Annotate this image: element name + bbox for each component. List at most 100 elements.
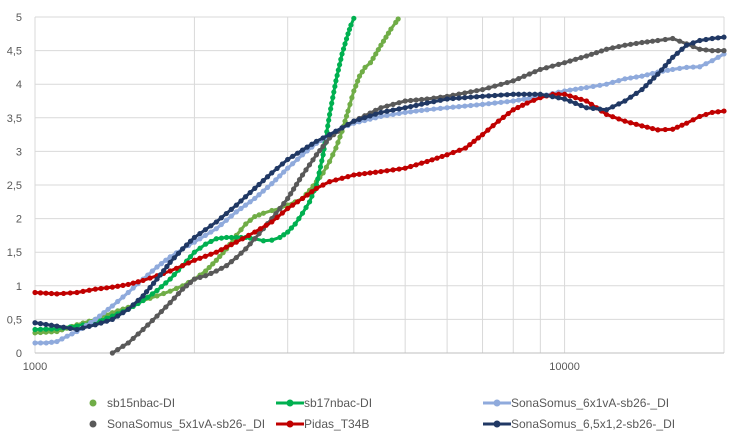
data-point <box>154 276 160 282</box>
data-point <box>163 280 169 286</box>
data-point <box>43 326 49 332</box>
data-point <box>345 121 351 128</box>
data-point <box>351 88 357 94</box>
data-point <box>655 37 661 44</box>
data-point <box>238 227 244 233</box>
data-point <box>456 104 462 110</box>
data-point <box>60 290 67 297</box>
data-point <box>372 115 379 121</box>
data-point <box>385 30 392 36</box>
data-point <box>247 217 253 223</box>
data-point <box>109 316 115 322</box>
data-point <box>154 264 160 270</box>
data-point <box>649 125 656 132</box>
data-point <box>104 285 110 291</box>
data-point <box>549 94 556 100</box>
data-point <box>279 161 285 167</box>
data-point <box>434 155 440 161</box>
data-point <box>218 221 224 228</box>
data-point <box>109 284 115 290</box>
data-point <box>462 103 468 109</box>
data-point <box>479 132 486 138</box>
data-point <box>285 205 291 212</box>
data-point <box>54 338 60 345</box>
data-point <box>185 260 192 266</box>
legend: sb15nbac-DI sb17nbac-DI SonaSomus_6x1vA-sb… <box>89 396 675 431</box>
data-point <box>486 85 492 91</box>
data-point <box>213 257 219 263</box>
data-point <box>32 320 38 326</box>
data-point <box>628 75 634 81</box>
data-point <box>370 55 376 61</box>
data-point <box>320 170 326 176</box>
data-point <box>419 96 425 103</box>
data-point <box>158 284 165 290</box>
data-point <box>327 179 333 185</box>
data-point <box>48 322 55 328</box>
data-point <box>125 289 131 296</box>
data-point <box>439 153 445 160</box>
data-point <box>593 50 600 56</box>
data-point <box>279 210 285 216</box>
data-point <box>479 86 486 93</box>
data-point <box>703 111 709 118</box>
data-point <box>260 178 266 184</box>
data-point <box>567 93 573 99</box>
data-point <box>492 92 498 99</box>
data-point <box>679 46 685 52</box>
data-point <box>462 90 468 96</box>
data-point <box>67 325 73 331</box>
data-point <box>644 72 650 78</box>
data-point <box>490 123 496 129</box>
data-point <box>510 107 516 113</box>
data-point <box>419 160 425 166</box>
data-point <box>475 135 481 141</box>
data-point <box>109 350 115 356</box>
data-point <box>326 117 332 123</box>
legend-item: SonaSomus_5x1vA-sb26-_DI <box>89 417 265 431</box>
data-point <box>233 202 239 208</box>
y-tick-label: 3,5 <box>7 113 22 125</box>
data-point <box>677 65 683 72</box>
data-point <box>492 100 498 106</box>
data-point <box>697 64 703 70</box>
data-point <box>413 97 419 103</box>
data-point <box>105 306 111 312</box>
data-point <box>628 94 634 100</box>
data-point <box>120 282 126 288</box>
data-point <box>367 170 373 176</box>
data-point <box>183 242 190 248</box>
data-point <box>408 97 414 104</box>
data-point <box>644 124 650 130</box>
data-point <box>390 101 396 107</box>
data-point <box>510 98 516 104</box>
data-point <box>257 226 264 232</box>
data-point <box>92 316 98 322</box>
data-point <box>43 290 49 296</box>
data-point <box>597 106 603 112</box>
data-point <box>572 56 579 62</box>
data-point <box>378 105 384 111</box>
data-point <box>335 67 341 73</box>
data-point <box>43 321 49 328</box>
data-point <box>543 65 550 71</box>
data-point <box>339 51 345 57</box>
data-point <box>161 268 167 274</box>
legend-marker <box>493 399 501 407</box>
data-point <box>217 253 223 260</box>
data-point <box>247 189 253 196</box>
data-point <box>429 157 435 163</box>
data-point <box>299 152 306 158</box>
data-point <box>228 259 235 265</box>
data-point <box>202 253 208 259</box>
data-point <box>320 182 326 188</box>
data-point <box>130 302 136 308</box>
data-point <box>208 229 214 235</box>
data-point <box>424 107 430 113</box>
data-point <box>327 158 333 165</box>
data-point <box>191 234 198 241</box>
data-point <box>598 48 605 54</box>
data-point <box>345 31 351 37</box>
data-point <box>228 242 234 248</box>
